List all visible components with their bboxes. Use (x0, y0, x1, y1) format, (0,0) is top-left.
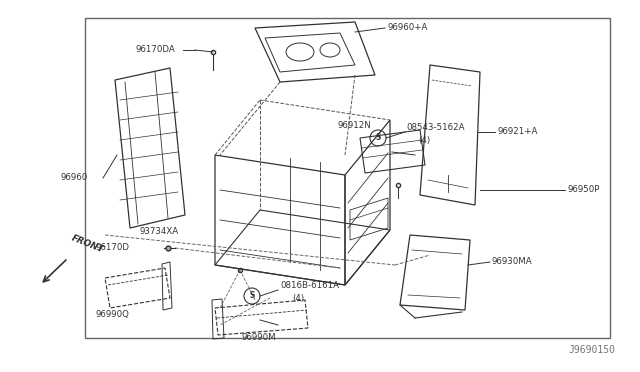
Text: 96960+A: 96960+A (388, 23, 428, 32)
Text: (4): (4) (292, 294, 304, 302)
Text: 96170DA: 96170DA (135, 45, 175, 55)
Text: 93734XA: 93734XA (140, 228, 179, 237)
Text: 96921+A: 96921+A (497, 128, 538, 137)
Text: S: S (375, 134, 381, 142)
Text: 96960: 96960 (61, 173, 88, 183)
Bar (85, 18, 610, 338)
Text: 0816B-6161A: 0816B-6161A (280, 282, 339, 291)
Text: 96170D: 96170D (95, 244, 129, 253)
Text: 08543-5162A: 08543-5162A (406, 124, 465, 132)
Text: 96990Q: 96990Q (95, 311, 129, 320)
Text: J9690150: J9690150 (568, 345, 615, 355)
Text: S: S (250, 292, 255, 301)
Text: 96990M: 96990M (242, 334, 276, 343)
Text: (4): (4) (418, 135, 430, 144)
Text: FRONT: FRONT (70, 234, 105, 255)
Text: 96930MA: 96930MA (492, 257, 532, 266)
Text: 96950P: 96950P (567, 186, 600, 195)
Text: 96912N: 96912N (338, 121, 372, 129)
